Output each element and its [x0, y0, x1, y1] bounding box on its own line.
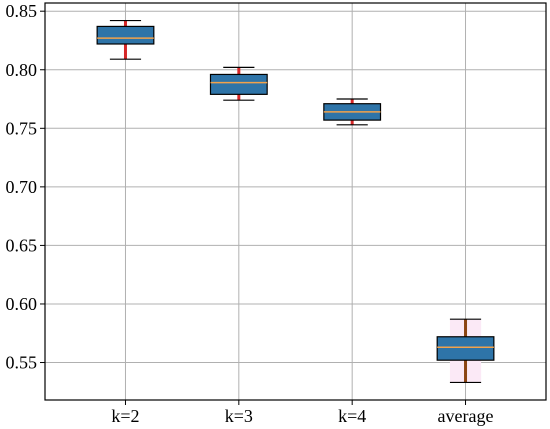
x-tick-label: k=2 [111, 406, 139, 426]
y-axis-ticks: 0.55 0.60 0.65 0.70 0.75 0.80 0.85 [6, 1, 45, 373]
x-tick-label: average [438, 406, 494, 426]
y-tick-label: 0.55 [6, 353, 38, 373]
y-tick-label: 0.75 [6, 118, 38, 138]
y-tick-label: 0.65 [6, 235, 38, 255]
x-tick-label: k=3 [225, 406, 253, 426]
y-tick-label: 0.70 [6, 177, 38, 197]
box-2 [209, 73, 268, 95]
y-tick-label: 0.80 [6, 60, 38, 80]
grid-layer [45, 3, 546, 400]
box-layer [96, 19, 495, 384]
y-tick-label: 0.60 [6, 294, 38, 314]
y-tick-label: 0.85 [6, 1, 38, 21]
x-tick-label: k=4 [338, 406, 366, 426]
axes-frame [44, 2, 547, 401]
x-axis-ticks: k=2 k=3 k=4 average [111, 400, 494, 426]
box-4 [436, 336, 495, 361]
box-1 [96, 25, 155, 45]
